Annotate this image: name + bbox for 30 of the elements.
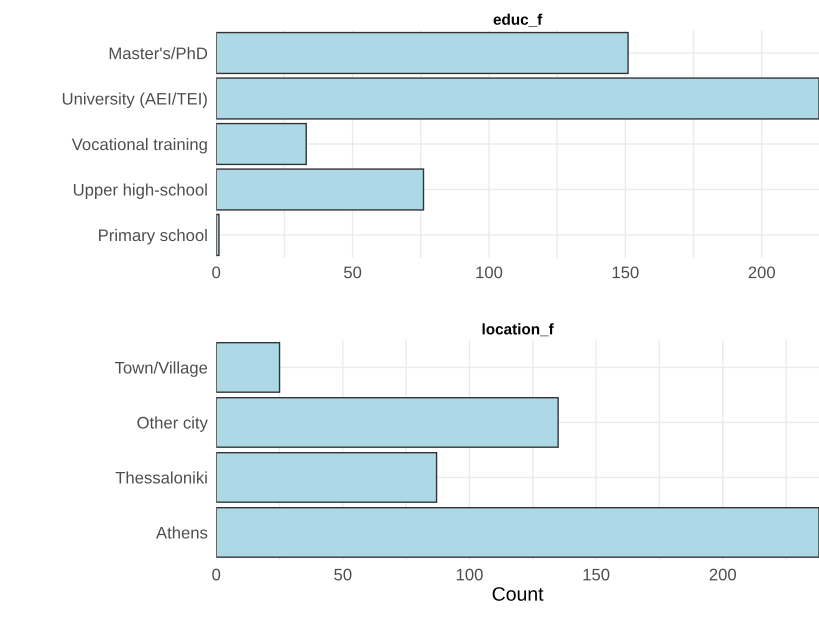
- y-tick-label: Other city: [137, 416, 208, 432]
- bar: [216, 32, 629, 74]
- x-tick-label: 200: [748, 266, 775, 278]
- y-tick-label: Thessaloniki: [116, 471, 207, 484]
- y-tick-label: Vocational training: [72, 138, 207, 154]
- y-tick-label: Master's/PhD: [110, 46, 208, 60]
- x-tick-label: 0: [212, 568, 220, 580]
- x-tick-label: 100: [456, 568, 483, 580]
- bar: [216, 168, 424, 211]
- bar: [216, 342, 280, 393]
- x-tick-label: 200: [710, 568, 736, 580]
- chart-title: educ_f: [494, 14, 542, 27]
- y-tick-label: Primary school: [99, 228, 207, 244]
- x-tick-label: 50: [334, 568, 352, 580]
- x-tick-label: 150: [612, 266, 639, 278]
- x-tick-label: 100: [476, 266, 502, 278]
- x-tick-label: 50: [344, 266, 362, 278]
- x-tick-label: 0: [212, 266, 220, 278]
- y-tick-label: Town/Village: [114, 361, 208, 377]
- bar: [216, 506, 819, 558]
- x-tick-label: 150: [583, 568, 610, 580]
- chart-title: location_f: [482, 323, 554, 336]
- bar: [216, 396, 559, 448]
- y-tick-label: Athens: [156, 526, 208, 539]
- bar: [216, 122, 307, 166]
- y-tick-label: Upper high-school: [74, 183, 207, 199]
- y-tick-label: University (AEI/TEI): [62, 92, 207, 108]
- bar: [216, 452, 438, 503]
- bar: [216, 77, 819, 120]
- x-axis-title: Count: [492, 587, 544, 601]
